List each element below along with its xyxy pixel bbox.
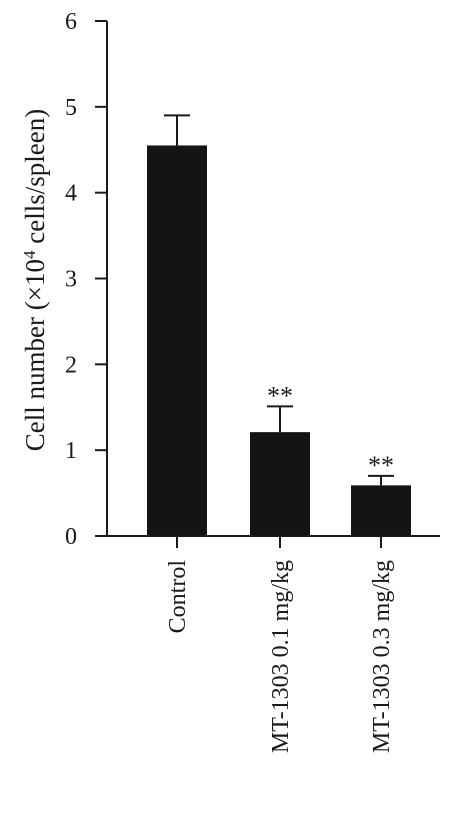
significance-label-2: ** bbox=[368, 451, 394, 480]
y-axis-label: Cell number (×104 cells/spleen) bbox=[20, 109, 51, 451]
y-tick-label-0: 0 bbox=[65, 524, 77, 550]
y-tick-label-5: 5 bbox=[65, 95, 77, 121]
y-axis-label-prefix: Cell number (×10 bbox=[20, 259, 50, 451]
y-axis-label-suffix: cells/spleen) bbox=[20, 109, 50, 251]
y-tick-label-4: 4 bbox=[65, 181, 77, 207]
x-axis: Control MT-1303 0.1 mg/kg MT-1303 0.3 mg/k… bbox=[107, 535, 440, 753]
x-tick-label-0: Control bbox=[165, 560, 191, 634]
bars: ** ** bbox=[147, 114, 411, 537]
y-tick-label-2: 2 bbox=[65, 352, 77, 378]
y-tick-label-1: 1 bbox=[65, 438, 77, 464]
y-axis: 0 1 2 3 4 5 6 bbox=[65, 9, 108, 550]
y-tick-label-3: 3 bbox=[65, 267, 77, 293]
x-tick-label-2: MT-1303 0.3 mg/kg bbox=[369, 560, 395, 753]
bar-1 bbox=[250, 432, 310, 536]
x-tick-label-1: MT-1303 0.1 mg/kg bbox=[268, 560, 294, 753]
y-tick-label-6: 6 bbox=[65, 9, 77, 35]
significance-label-1: ** bbox=[267, 381, 293, 410]
y-axis-label-superscript: 4 bbox=[20, 250, 39, 259]
bar-0 bbox=[147, 145, 207, 537]
bar-2 bbox=[351, 485, 411, 536]
